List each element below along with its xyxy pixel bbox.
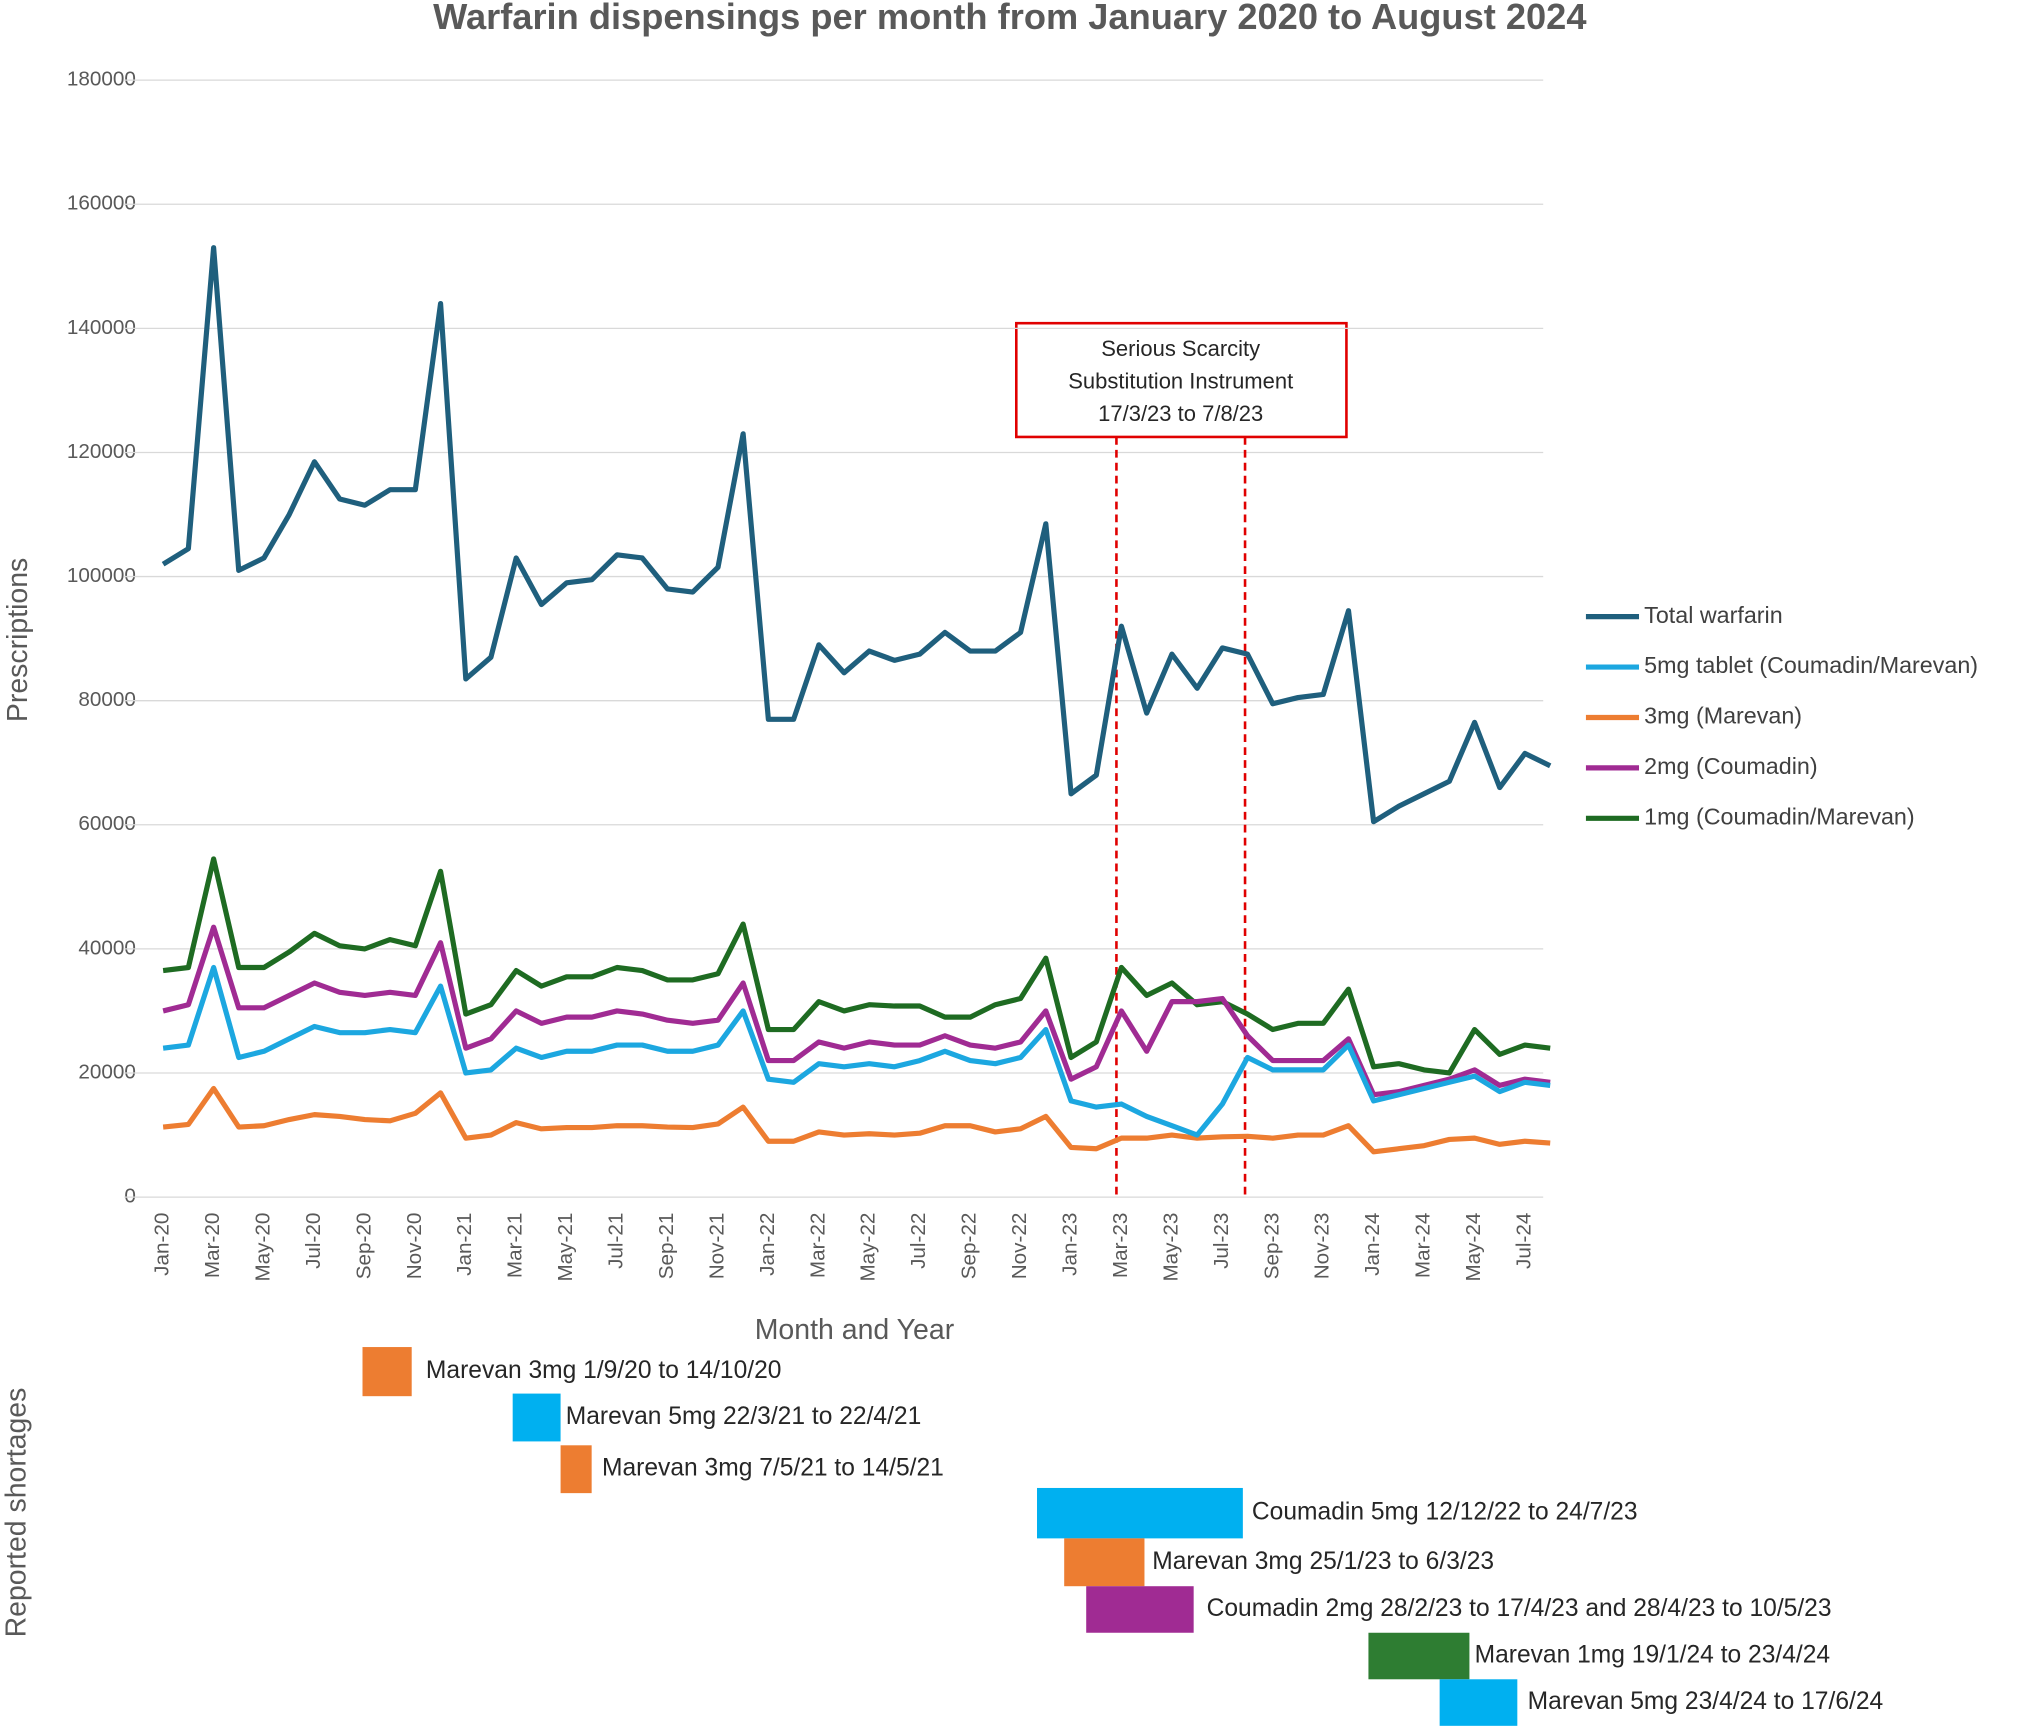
legend-label: 5mg tablet (Coumadin/Marevan) [1644,652,1978,678]
annotation-box [1015,321,1348,439]
x-tick-label: May-23 [1159,1213,1182,1282]
x-tick-label: Jul-24 [1512,1213,1535,1269]
shortage-label: Marevan 5mg 23/4/24 to 17/6/24 [1528,1688,1884,1715]
y-tick-label: 60000 [78,812,136,835]
x-tick-label: Nov-21 [705,1213,728,1280]
x-tick-label: Mar-24 [1412,1213,1435,1278]
x-tick-label: Mar-22 [806,1213,829,1278]
series-line [162,856,1551,1076]
shortage-bar [362,1347,412,1397]
x-tick-label: Jul-22 [907,1213,930,1269]
x-tick-label: Jan-21 [453,1213,476,1276]
x-tick-label: Jan-23 [1058,1213,1081,1276]
shortage-bar [1064,1538,1145,1587]
annotation-text: Substitution Instrument [1068,368,1293,393]
x-tick-label: Mar-23 [1109,1213,1132,1278]
x-tick-label: Jan-22 [756,1213,779,1276]
x-tick-label: Jul-21 [605,1213,628,1269]
legend-label: 3mg (Marevan) [1644,703,1802,729]
y-tick-label: 80000 [78,688,136,711]
x-tick-label: May-24 [1462,1213,1485,1282]
y-tick-label: 40000 [78,936,136,959]
x-tick-label: Mar-21 [504,1213,527,1278]
series-line [161,245,1552,825]
x-axis-title: Month and Year [755,1314,954,1346]
shortages-title: Reported shortages [1,1388,33,1638]
series-line [162,924,1551,1098]
x-tick-label: Sep-22 [958,1213,981,1280]
chart-title: Warfarin dispensings per month from Janu… [433,0,1586,37]
x-tick-label: Jul-23 [1210,1213,1233,1269]
shortage-bar [1037,1487,1243,1539]
shortage-bar [1439,1679,1518,1726]
x-tick-label: Nov-22 [1008,1213,1031,1280]
y-tick-label: 20000 [78,1060,136,1083]
x-tick-label: Nov-23 [1311,1213,1334,1280]
y-tick-label: 180000 [67,68,136,91]
series-line [162,964,1551,1138]
y-tick-label: 100000 [67,564,136,587]
x-tick-label: Jan-20 [151,1213,174,1276]
y-tick-label: 140000 [67,316,136,339]
x-tick-label: Sep-21 [655,1213,678,1280]
x-tick-label: May-21 [554,1213,577,1282]
x-tick-label: Jan-24 [1361,1213,1384,1276]
shortage-label: Marevan 3mg 25/1/23 to 6/3/23 [1152,1548,1494,1575]
x-tick-label: Jul-20 [302,1213,325,1269]
shortage-label: Marevan 3mg 7/5/21 to 14/5/21 [602,1455,944,1482]
shortage-label: Coumadin 2mg 28/2/23 to 17/4/23 and 28/4… [1207,1595,1832,1622]
shortage-bar [512,1393,561,1442]
y-tick-label: 120000 [67,440,136,463]
shortage-label: Marevan 1mg 19/1/24 to 23/4/24 [1475,1642,1831,1669]
x-tick-label: Mar-20 [201,1213,224,1278]
x-tick-label: Sep-23 [1260,1213,1283,1280]
x-tick-label: Nov-20 [403,1213,426,1280]
series-line [162,1085,1551,1155]
legend-label: Total warfarin [1644,602,1782,628]
shortage-bar [1368,1632,1470,1680]
annotation-text: Serious Scarcity [1101,336,1260,361]
x-tick-label: May-22 [857,1213,880,1282]
shortage-label: Marevan 3mg 1/9/20 to 14/10/20 [426,1357,782,1384]
annotation-text: 17/3/23 to 7/8/23 [1098,401,1263,426]
y-tick-label: 0 [124,1185,136,1208]
legend-label: 1mg (Coumadin/Marevan) [1644,803,1914,829]
shortage-label: Marevan 5mg 22/3/21 to 22/4/21 [566,1403,922,1430]
shortage-bar [560,1445,592,1494]
legend-label: 2mg (Coumadin) [1644,753,1817,779]
shortage-bar [1086,1586,1194,1633]
x-tick-label: Sep-20 [352,1213,375,1280]
x-tick-label: May-20 [251,1213,274,1282]
y-tick-label: 160000 [67,192,136,215]
y-axis-title: Prescriptions [2,558,34,722]
shortage-label: Coumadin 5mg 12/12/22 to 24/7/23 [1252,1499,1638,1526]
